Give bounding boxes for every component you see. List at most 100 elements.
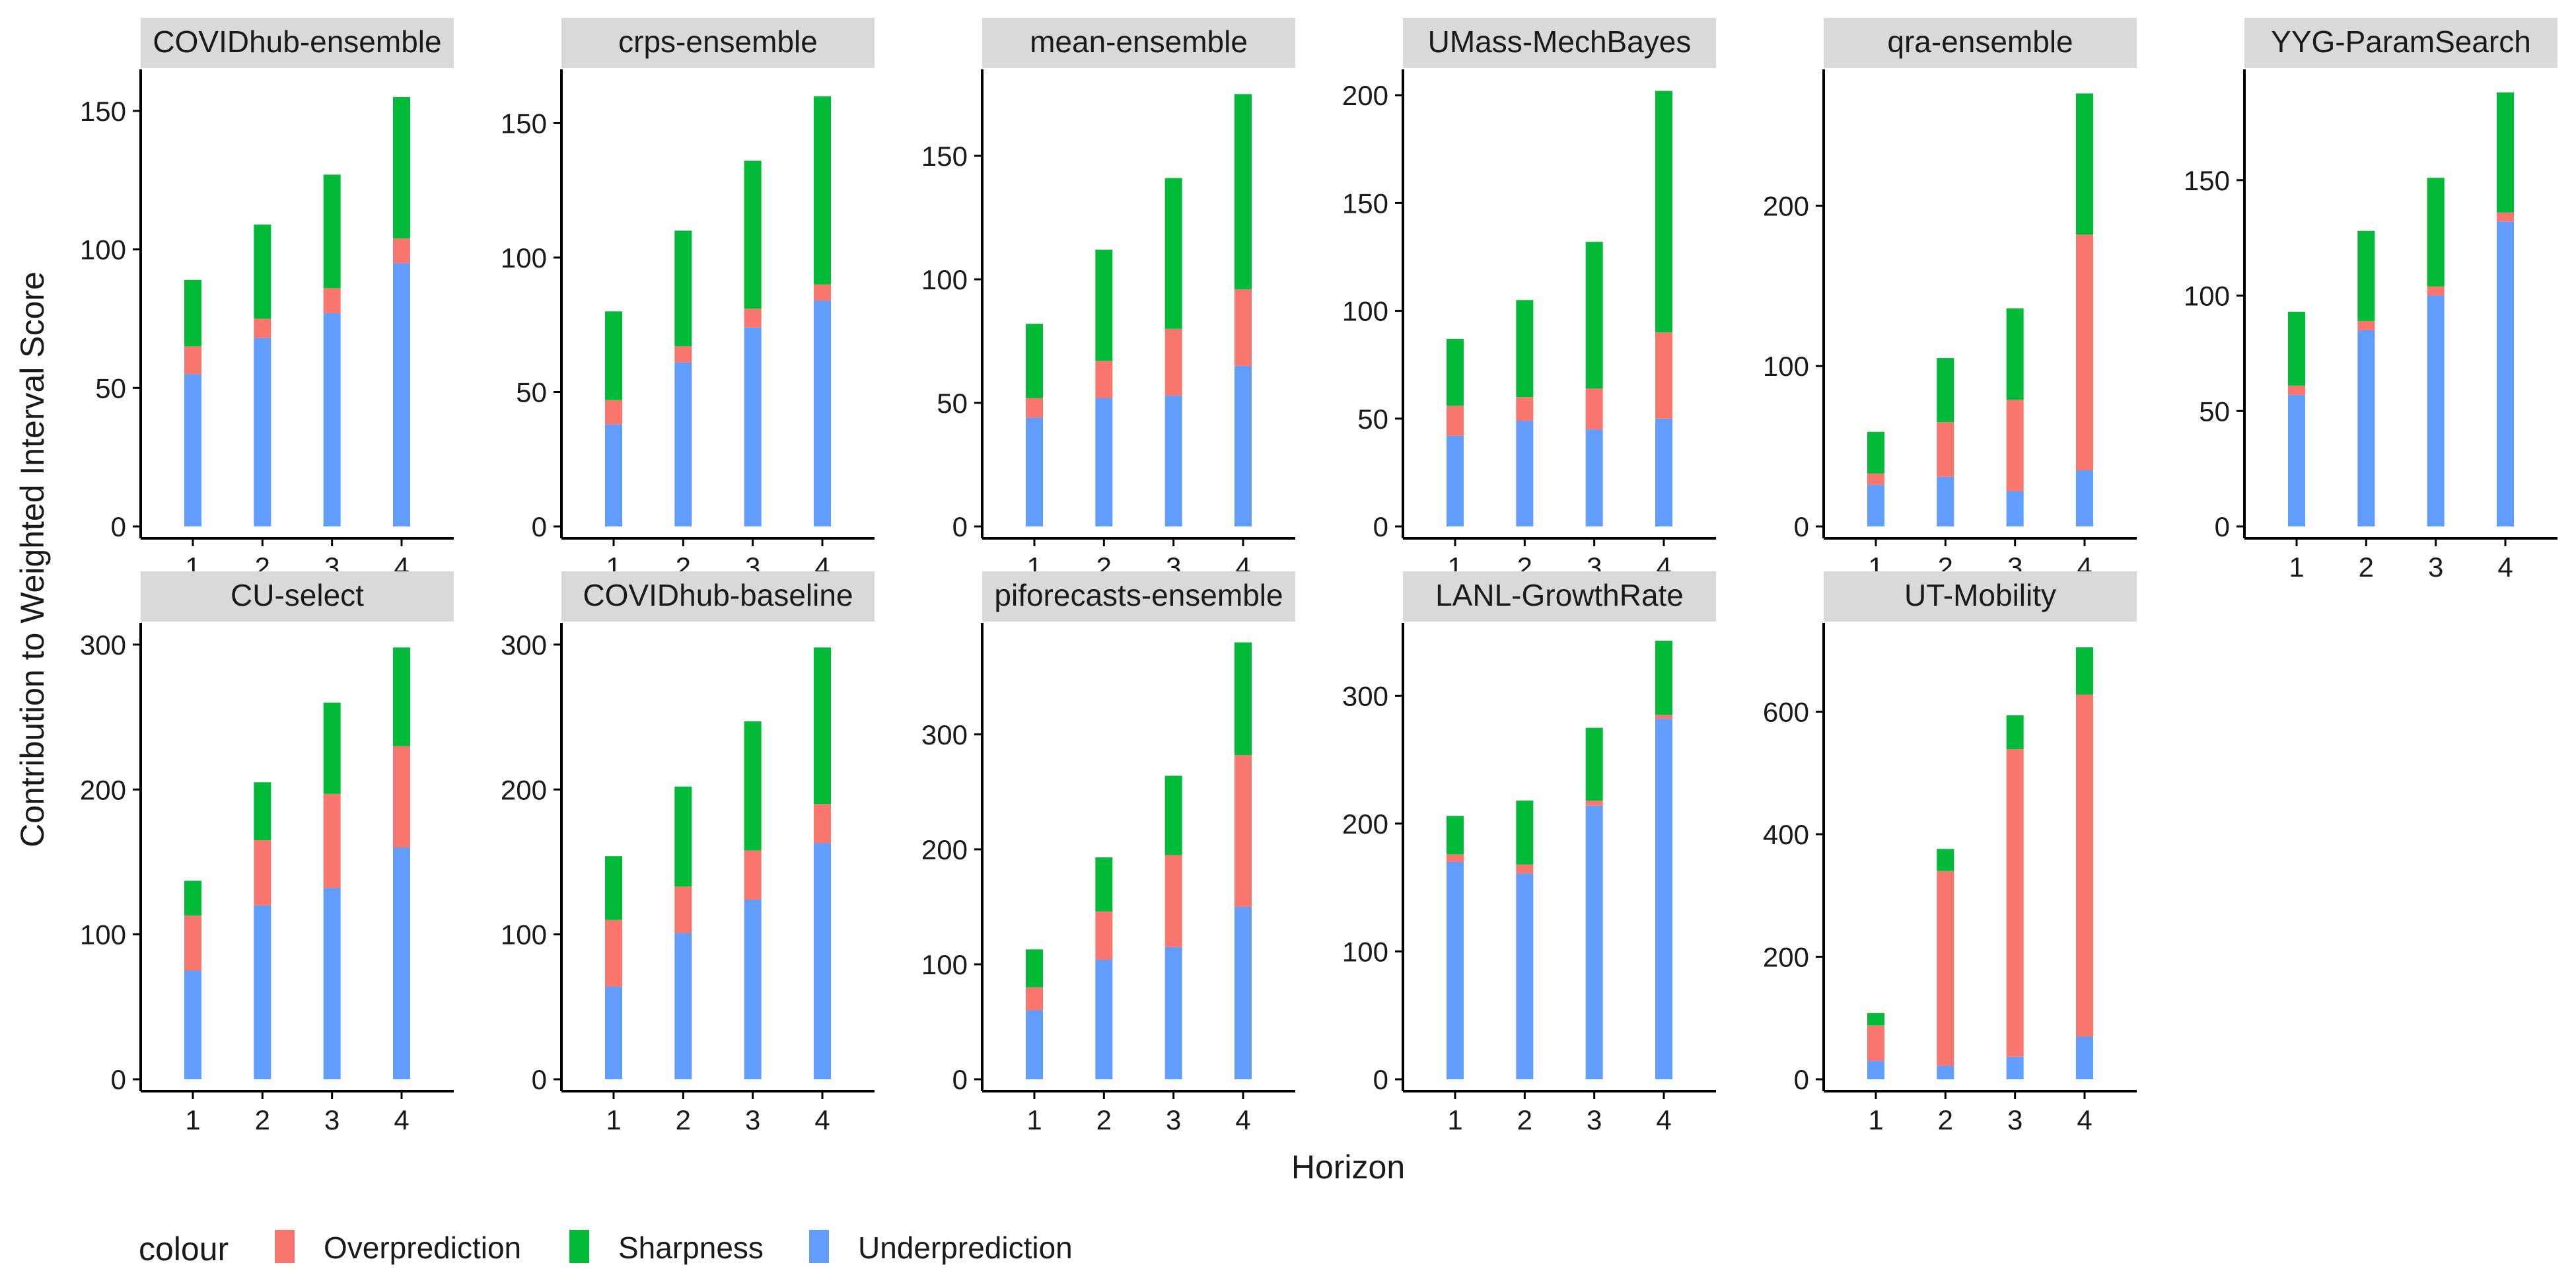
y-tick-label: 200 [1763,941,1809,972]
bar-segment-underprediction [2076,1036,2093,1079]
bar-segment-sharpness [814,96,831,285]
y-tick-label: 300 [80,629,126,661]
bar-segment-sharpness [1655,641,1672,715]
y-tick-label: 50 [2199,396,2230,427]
bar-segment-underprediction [1447,861,1464,1079]
y-tick-label: 0 [1373,511,1388,542]
bar-segment-overprediction [1937,422,1954,477]
bar-segment-sharpness [1937,358,1954,423]
facet-strip [982,18,1295,68]
bar-segment-sharpness [323,174,341,289]
bar-segment-underprediction [1026,1010,1043,1079]
y-tick-label: 150 [2184,165,2230,196]
x-tick-label: 3 [2007,1104,2022,1135]
y-tick-label: 100 [1342,296,1388,327]
y-tick-label: 100 [80,234,126,266]
bar-segment-sharpness [1447,816,1464,855]
y-tick-label: 200 [80,774,126,805]
y-tick-label: 0 [1794,511,1809,542]
bar-segment-overprediction [814,804,831,843]
facet-title: LANL-GrowthRate [1435,578,1684,612]
bar-segment-underprediction [1164,395,1182,526]
y-tick-label: 100 [501,242,547,273]
bar-segment-underprediction [1937,1065,1954,1079]
facet-title: YYG-ParamSearch [2271,24,2531,59]
facet-strip [1824,18,2137,68]
bar-segment-underprediction [814,843,831,1079]
bar-segment-overprediction [1655,332,1672,419]
x-tick-label: 1 [2289,552,2304,583]
bar-segment-sharpness [1867,431,1884,474]
bar-segment-underprediction [254,338,271,526]
facet-panel: LANL-GrowthRate 0 100 200 300 1 2 3 4 [1342,571,1716,1135]
bar-segment-sharpness [744,721,762,851]
bar-segment-underprediction [1026,417,1043,526]
bar-segment-sharpness [254,224,271,319]
bar-segment-sharpness [1095,857,1113,912]
bar-segment-sharpness [2427,178,2445,287]
y-tick-label: 0 [111,1064,126,1095]
legend-items: Overprediction Sharpness Underprediction [275,1230,1073,1265]
bar-segment-overprediction [1095,911,1113,960]
bar-segment-sharpness [393,647,410,746]
bar-segment-overprediction [184,346,201,375]
y-tick-label: 100 [501,919,547,950]
y-tick-label: 50 [95,373,126,404]
bar-segment-overprediction [2288,385,2305,395]
bar-segment-sharpness [674,786,692,887]
bar-segment-sharpness [2357,231,2375,321]
facet-title: crps-ensemble [618,24,818,59]
x-tick-label: 3 [2428,552,2443,583]
facet-panel: UT-Mobility 0 200 400 600 1 2 3 4 [1763,571,2137,1135]
bar-segment-sharpness [2006,308,2024,400]
bar-segment-overprediction [605,919,622,987]
bar-segment-underprediction [323,313,341,526]
y-tick-label: 50 [937,388,968,419]
bar-segment-underprediction [254,905,271,1079]
bar-segment-underprediction [1516,873,1534,1079]
bar-segment-underprediction [674,933,692,1079]
bar-segment-overprediction [1095,361,1113,398]
facet-panel: COVIDhub-baseline 0 100 200 300 1 2 3 4 [501,571,875,1135]
y-tick-label: 100 [1763,351,1809,382]
facet-strip [1403,571,1716,622]
bar-segment-underprediction [1655,418,1672,526]
bar-segment-overprediction [1447,854,1464,862]
legend-label: Overprediction [324,1231,521,1265]
facet-title: CU-select [231,578,364,612]
x-tick-label: 1 [1026,1104,1042,1135]
y-tick-label: 100 [80,919,126,950]
bar-segment-sharpness [1026,324,1043,398]
y-axis-label: Contribution to Weighted Interval Score [14,271,51,847]
facet-title: COVIDhub-ensemble [153,24,441,59]
x-tick-label: 4 [1235,1104,1250,1135]
bar-segment-underprediction [1585,805,1603,1079]
x-axis-label: Horizon [1291,1149,1405,1186]
legend-label: Sharpness [618,1231,764,1265]
bar-segment-overprediction [2006,749,2024,1057]
legend-key-sharpness [569,1230,589,1263]
bar-segment-underprediction [1234,365,1252,526]
bar-segment-underprediction [184,970,201,1079]
bar-segment-overprediction [2006,400,2024,491]
bar-segment-overprediction [1026,987,1043,1011]
bar-segment-underprediction [674,362,692,526]
x-tick-label: 3 [1587,1104,1602,1135]
bar-segment-overprediction [2497,212,2514,222]
bar-segment-underprediction [744,327,762,526]
bar-segment-overprediction [814,284,831,301]
facet-strip [141,571,454,622]
y-tick-label: 0 [532,511,547,542]
bar-segment-sharpness [1655,90,1672,333]
y-tick-label: 50 [1357,404,1388,435]
x-tick-label: 2 [1517,1104,1532,1135]
legend: colour Overprediction Sharpness Underpredi… [139,1230,1073,1268]
y-tick-label: 0 [2215,511,2230,542]
bar-segment-sharpness [1585,242,1603,389]
y-tick-label: 200 [1342,80,1388,111]
bar-segment-underprediction [2427,295,2445,526]
legend-title: colour [139,1231,229,1268]
